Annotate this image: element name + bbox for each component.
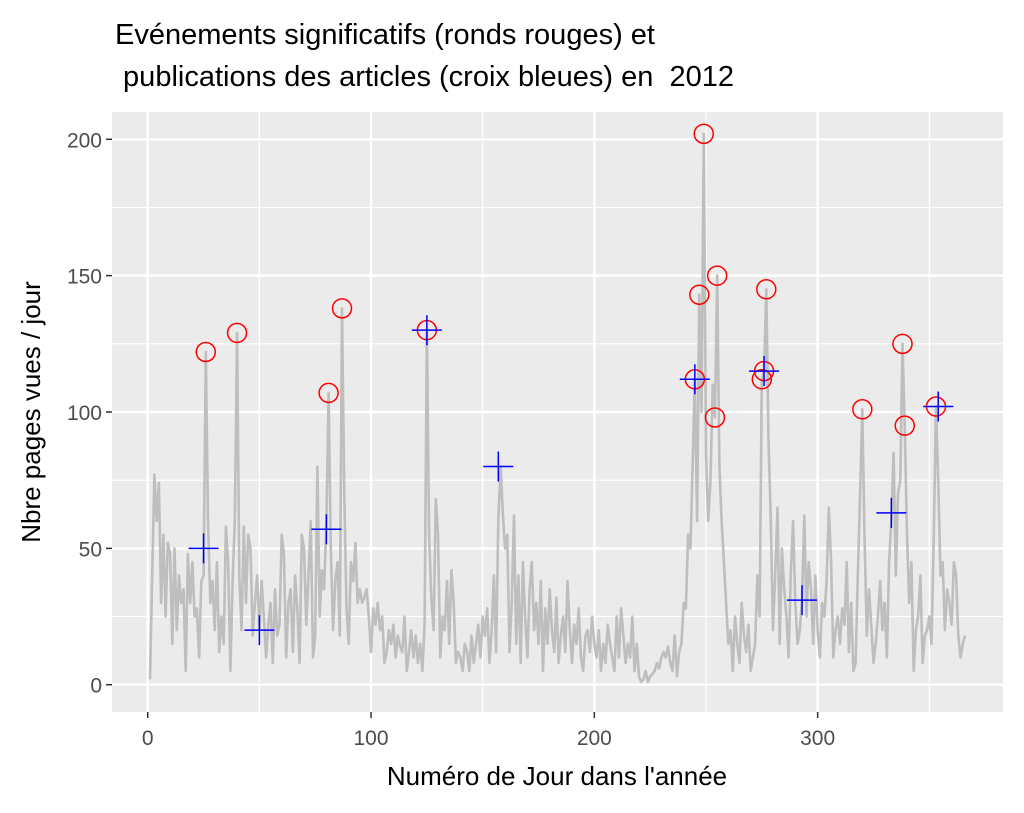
event-point [751,369,773,390]
event-point [892,333,913,355]
y-tick-label: 150 [67,266,102,289]
event-point [852,399,873,420]
article-point [311,514,342,545]
article-point [244,615,275,646]
article-point [923,391,954,422]
article-point [749,356,780,387]
x-axis-label: Numéro de Jour dans l'année [387,761,727,791]
article-point [483,451,514,482]
event-point [195,341,217,363]
y-tick-label: 100 [67,402,102,425]
y-tick-label: 0 [90,675,102,698]
grid-lines [112,112,1003,712]
event-point [704,407,726,428]
y-tick-label: 50 [79,538,102,561]
article-point [411,315,442,346]
x-tick-label: 100 [354,727,389,750]
event-point [689,284,710,305]
x-tick-label: 200 [577,727,612,750]
article-point [188,533,219,564]
event-point [331,298,353,319]
daily-views-line [148,132,967,684]
event-point [318,382,339,404]
chart-title-line-1: Evénements significatifs (ronds rouges) … [115,19,655,51]
article-point [679,364,710,395]
article-point [876,497,907,528]
daily-views-series [148,132,967,684]
x-tick-label: 300 [800,727,835,750]
event-point [894,415,915,436]
chart-title-line-2: publications des articles (croix bleues)… [115,61,734,93]
event-point [693,123,715,145]
axis-ticks: 0 100 200 300 0 50 100 150 200 [67,129,835,750]
event-point [756,279,777,300]
y-axis-label: Nbre pages vues / jour [16,281,46,543]
event-point [706,265,728,286]
x-tick-label: 0 [142,727,154,750]
articles-series [188,315,954,646]
y-tick-label: 200 [67,129,102,152]
article-point [787,585,818,616]
event-point [226,322,248,344]
